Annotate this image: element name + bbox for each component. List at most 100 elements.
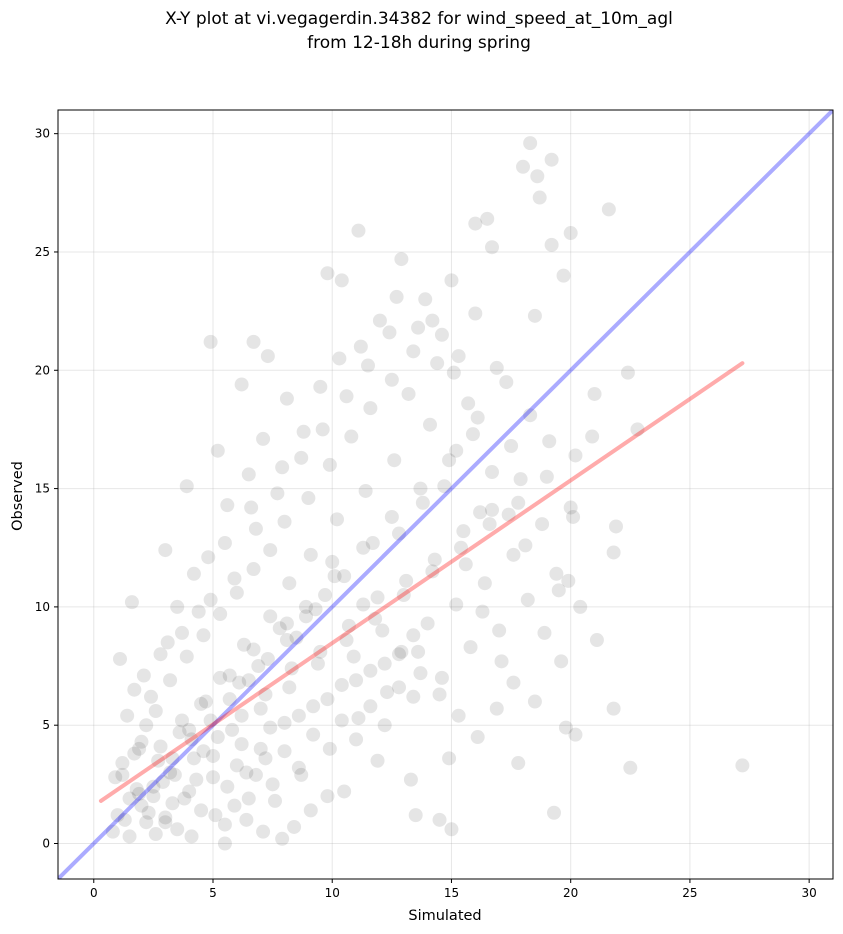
data-point bbox=[110, 808, 125, 823]
data-point bbox=[303, 547, 318, 562]
data-point bbox=[434, 327, 449, 342]
x-tick-label: 25 bbox=[682, 886, 697, 900]
data-point bbox=[539, 469, 554, 484]
data-point bbox=[451, 708, 466, 723]
data-point bbox=[217, 817, 232, 832]
data-point bbox=[217, 536, 232, 551]
x-tick-label: 20 bbox=[563, 886, 578, 900]
data-point bbox=[263, 720, 278, 735]
data-point bbox=[372, 313, 387, 328]
data-point bbox=[217, 836, 232, 851]
chart-subtitle: from 12-18h during spring bbox=[307, 33, 531, 53]
data-point bbox=[523, 408, 538, 423]
regression-line bbox=[98, 361, 745, 803]
data-point bbox=[527, 308, 542, 323]
data-point bbox=[151, 753, 166, 768]
data-point bbox=[451, 349, 466, 364]
data-point bbox=[485, 502, 499, 517]
data-point bbox=[201, 550, 216, 565]
data-point bbox=[551, 583, 566, 598]
data-point bbox=[234, 377, 249, 392]
data-point bbox=[289, 630, 304, 645]
data-point bbox=[275, 460, 290, 475]
data-point bbox=[337, 569, 352, 584]
y-tick-label: 0 bbox=[42, 837, 50, 851]
data-point bbox=[458, 557, 473, 572]
data-point bbox=[620, 365, 635, 380]
data-point bbox=[291, 760, 306, 775]
data-point bbox=[136, 668, 151, 683]
data-point bbox=[313, 644, 328, 659]
data-point bbox=[523, 136, 538, 151]
data-point bbox=[246, 562, 261, 577]
data-point bbox=[470, 730, 485, 745]
data-point bbox=[234, 708, 249, 723]
data-point bbox=[256, 824, 271, 839]
data-point bbox=[511, 495, 526, 510]
data-point bbox=[473, 505, 488, 520]
data-point bbox=[406, 344, 421, 359]
data-point bbox=[363, 401, 378, 416]
grid bbox=[58, 110, 833, 879]
data-point bbox=[108, 770, 123, 785]
data-point bbox=[227, 798, 242, 813]
data-point bbox=[454, 540, 468, 555]
data-point bbox=[425, 313, 440, 328]
data-point bbox=[220, 779, 235, 794]
data-point bbox=[387, 453, 402, 468]
data-point bbox=[127, 682, 142, 697]
data-point bbox=[544, 152, 559, 167]
data-point bbox=[432, 812, 447, 827]
data-point bbox=[547, 805, 561, 820]
data-point bbox=[334, 713, 349, 728]
data-point bbox=[194, 803, 209, 818]
data-point bbox=[234, 737, 249, 752]
data-point bbox=[194, 696, 209, 711]
data-point bbox=[465, 427, 480, 442]
data-point bbox=[339, 389, 354, 404]
x-tick-label: 5 bbox=[209, 886, 217, 900]
data-point bbox=[349, 673, 364, 688]
data-point bbox=[344, 429, 359, 444]
data-point bbox=[170, 822, 185, 837]
data-point bbox=[270, 486, 285, 501]
data-point bbox=[310, 656, 325, 671]
data-point bbox=[444, 273, 459, 288]
data-point bbox=[380, 685, 395, 700]
data-point bbox=[568, 448, 583, 463]
data-point bbox=[306, 699, 321, 714]
data-point bbox=[313, 379, 328, 394]
data-point bbox=[556, 268, 571, 283]
data-point bbox=[477, 576, 492, 591]
chart-title: X-Y plot at vi.vegagerdin.34382 for wind… bbox=[165, 9, 673, 29]
data-point bbox=[520, 592, 535, 607]
data-point bbox=[146, 789, 161, 804]
data-point bbox=[301, 491, 316, 506]
data-point bbox=[444, 822, 459, 837]
data-point bbox=[203, 334, 218, 349]
data-point bbox=[589, 633, 604, 648]
data-point bbox=[494, 654, 509, 669]
data-point bbox=[330, 512, 344, 527]
data-point bbox=[306, 727, 321, 742]
data-point bbox=[253, 741, 268, 756]
data-point bbox=[167, 767, 182, 782]
y-tick-label: 20 bbox=[35, 363, 50, 377]
data-point bbox=[530, 169, 545, 184]
data-point bbox=[492, 623, 507, 638]
data-point bbox=[489, 360, 504, 375]
data-point bbox=[384, 509, 399, 524]
data-point bbox=[277, 744, 292, 759]
data-point bbox=[392, 680, 406, 695]
data-point bbox=[535, 517, 550, 532]
data-point bbox=[146, 779, 161, 794]
data-point bbox=[241, 467, 256, 482]
x-tick-label: 0 bbox=[90, 886, 98, 900]
data-point bbox=[175, 625, 189, 640]
data-point bbox=[446, 365, 461, 380]
data-point bbox=[322, 741, 337, 756]
data-point bbox=[105, 824, 120, 839]
data-point bbox=[239, 765, 254, 780]
data-point bbox=[401, 386, 416, 401]
